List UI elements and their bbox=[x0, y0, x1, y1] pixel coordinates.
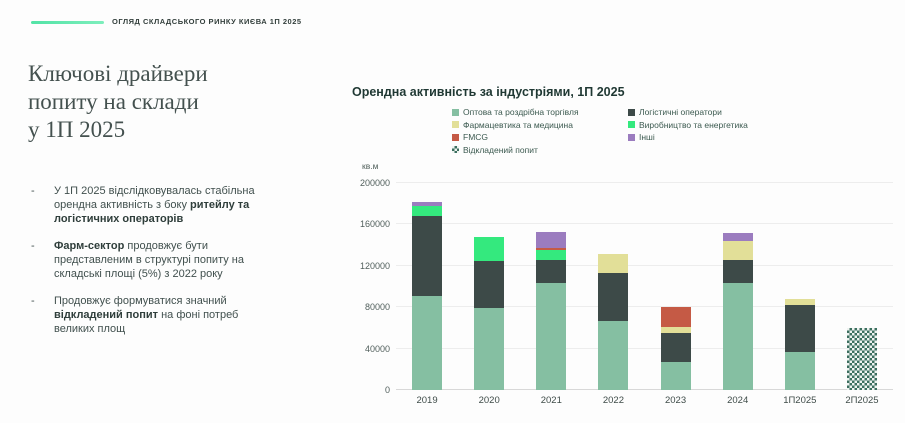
legend-label: Відкладений попит bbox=[463, 144, 538, 155]
gridline-40000 bbox=[396, 347, 893, 349]
bullet-item-2: - Фарм-сектор продовжує бути представлени… bbox=[31, 239, 281, 281]
gridline-80000 bbox=[396, 306, 893, 308]
bar-segment-1П2025 bbox=[784, 351, 815, 390]
legend-item: Логістичні оператори bbox=[628, 107, 748, 117]
x-axis-label-1П2025: 1П2025 bbox=[783, 395, 817, 406]
gridline-120000 bbox=[396, 264, 893, 266]
x-axis-label-2019: 2019 bbox=[416, 395, 438, 406]
y-axis-unit-label: кв.м bbox=[362, 161, 379, 171]
x-axis-label-2020: 2020 bbox=[478, 395, 500, 406]
legend-swatch bbox=[452, 133, 459, 141]
bar-segment-1П2025 bbox=[784, 305, 815, 352]
bar-segment-2П2025 bbox=[846, 327, 877, 390]
y-tick-label: 120000 bbox=[359, 260, 390, 271]
bar-segment-2024 bbox=[722, 240, 753, 260]
chart-legend: Оптова та роздрібна торгівля Фармацевтика… bbox=[350, 107, 898, 159]
legend-item: Фармацевтика та медицина bbox=[452, 120, 579, 130]
bullet-bold-text: ритейлу та логістичних операторів bbox=[54, 199, 250, 225]
legend-column-1: Оптова та роздрібна торгівля Фармацевтика… bbox=[452, 107, 579, 157]
header-accent-line bbox=[31, 21, 104, 24]
bullet-dash-marker: - bbox=[31, 185, 35, 197]
bar-segment-2022 bbox=[598, 254, 629, 274]
page-title: Ключові драйвери попиту на склади у 1П 2… bbox=[28, 61, 208, 142]
gridline-160000 bbox=[396, 223, 893, 225]
legend-label: Логістичні оператори bbox=[639, 107, 722, 117]
y-tick-label: 80000 bbox=[364, 302, 390, 313]
x-axis-label-2023: 2023 bbox=[664, 395, 687, 406]
legend-item: Оптова та роздрібна торгівля bbox=[452, 107, 579, 117]
bullet-bold-text: Фарм-сектор bbox=[54, 240, 125, 252]
rental-activity-chart: Орендна активність за індустріями, 1П 20… bbox=[350, 83, 898, 413]
legend-item: Інші bbox=[628, 132, 748, 142]
legend-label: Інші bbox=[639, 132, 655, 142]
bullet-text: У 1П 2025 відслідковувалась стабільна ор… bbox=[54, 184, 266, 226]
legend-column-2: Логістичні оператори Виробництво та енерг… bbox=[628, 107, 748, 145]
bar-segment-2019 bbox=[412, 201, 443, 206]
bullet-item-3: - Продовжує формуватися значний відкладен… bbox=[31, 294, 281, 336]
bar-segment-2019 bbox=[412, 216, 443, 296]
legend-label: Фармацевтика та медицина bbox=[463, 119, 573, 130]
bar-segment-2020 bbox=[474, 308, 505, 390]
bar-segment-2021 bbox=[536, 283, 567, 390]
bar-segment-2024 bbox=[722, 232, 753, 241]
bullet-plain-text: продовжує бути представленим в структурі… bbox=[54, 240, 244, 280]
legend-swatch bbox=[452, 108, 459, 116]
gridline-0 bbox=[396, 389, 893, 390]
header-kicker: ОГЛЯД СКЛАДСЬКОГО РИНКУ КИЄВА 1П 2025 bbox=[112, 17, 302, 26]
y-tick-label: 40000 bbox=[364, 343, 390, 354]
bar-segment-2021 bbox=[536, 250, 567, 260]
bullet-item-1: - У 1П 2025 відслідковувалась стабільна о… bbox=[31, 184, 281, 226]
bar-segment-2023 bbox=[660, 326, 691, 334]
legend-swatch bbox=[628, 133, 635, 141]
bullet-plain-text: Продовжує формуватися значний bbox=[54, 295, 227, 307]
bullet-plain-text: на фоні потреб великих площ bbox=[54, 309, 239, 335]
legend-swatch bbox=[628, 108, 635, 116]
bullet-list: - У 1П 2025 відслідковувалась стабільна о… bbox=[31, 184, 281, 349]
x-axis-label-2024: 2024 bbox=[727, 395, 749, 406]
bullet-dash-marker: - bbox=[31, 295, 35, 307]
y-tick-label: 200000 bbox=[359, 178, 390, 188]
legend-label: Оптова та роздрібна торгівля bbox=[463, 107, 579, 117]
bar-segment-2023 bbox=[660, 333, 691, 363]
bar-segment-2024 bbox=[722, 259, 753, 284]
bar-segment-2022 bbox=[598, 273, 629, 321]
bullet-bold-text: відкладений попит bbox=[54, 309, 159, 321]
bullet-text: Продовжує формуватися значний відкладени… bbox=[54, 294, 266, 336]
legend-label: Виробництво та енергетика bbox=[639, 119, 748, 130]
bar-segment-2020 bbox=[474, 236, 505, 261]
legend-swatch bbox=[628, 121, 635, 128]
bullet-plain-text: У 1П 2025 відслідковувалась стабільна ор… bbox=[54, 185, 255, 211]
bar-segment-2023 bbox=[660, 307, 691, 327]
bullet-dash-marker: - bbox=[31, 240, 35, 252]
bar-segment-2019 bbox=[412, 205, 443, 217]
legend-label: FMCG bbox=[463, 132, 489, 142]
y-tick-label: 160000 bbox=[359, 219, 390, 230]
legend-swatch bbox=[452, 146, 459, 153]
bar-segment-2021 bbox=[536, 259, 567, 284]
legend-swatch bbox=[452, 121, 459, 128]
bar-segment-2021 bbox=[536, 248, 567, 251]
bar-segment-2019 bbox=[412, 295, 443, 390]
bar-segment-2024 bbox=[722, 283, 753, 390]
gridline-200000 bbox=[396, 182, 893, 183]
bullet-text: Фарм-сектор продовжує бути представленим… bbox=[54, 239, 266, 281]
bar-segment-2020 bbox=[474, 260, 505, 309]
x-axis-label-2022: 2022 bbox=[602, 395, 624, 406]
legend-item: FMCG bbox=[452, 132, 579, 142]
plot-area bbox=[396, 182, 893, 390]
x-axis-label-2П2025: 2П2025 bbox=[845, 395, 879, 406]
x-axis-label-2021: 2021 bbox=[540, 395, 562, 406]
bar-segment-2023 bbox=[660, 362, 691, 390]
bar-segment-2022 bbox=[598, 320, 629, 390]
bar-segment-1П2025 bbox=[784, 298, 815, 306]
bar-segment-2021 bbox=[536, 231, 567, 249]
legend-item: Відкладений попит bbox=[452, 145, 579, 155]
legend-item: Виробництво та енергетика bbox=[628, 120, 748, 130]
chart-title: Орендна активність за індустріями, 1П 20… bbox=[352, 85, 625, 99]
y-tick-label: 0 bbox=[384, 385, 390, 395]
